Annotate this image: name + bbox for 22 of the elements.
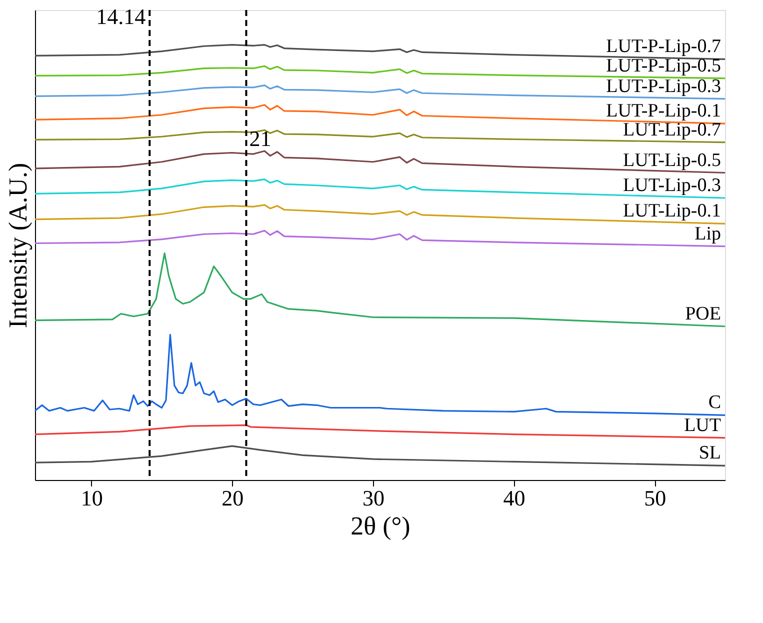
- x-tick-label: 10: [80, 486, 103, 510]
- x-tick-label: 40: [503, 486, 526, 510]
- x-tick-label: 50: [644, 486, 666, 510]
- ref-line-label: 14.14: [96, 4, 146, 29]
- y-axis-title: Intensity (A.U.): [4, 162, 32, 328]
- ref-line-label: 21: [249, 126, 272, 151]
- series-label: LUT-Lip-0.7: [623, 119, 721, 140]
- series-label: LUT-P-Lip-0.1: [606, 100, 721, 122]
- series-label: LUT-P-Lip-0.7: [606, 36, 721, 58]
- series-label: LUT-Lip-0.1: [623, 200, 721, 222]
- x-axis-title: 2θ (°): [350, 512, 410, 540]
- series-label: LUT-Lip-0.3: [623, 175, 721, 196]
- series-label: LUT-P-Lip-0.5: [606, 55, 721, 76]
- x-tick-label: 20: [222, 486, 244, 510]
- x-tick-label: 30: [362, 486, 384, 510]
- series-label: SL: [698, 442, 721, 464]
- series-label: Lip: [694, 223, 721, 244]
- series-label: POE: [685, 303, 721, 324]
- series-label: LUT-P-Lip-0.3: [606, 76, 721, 97]
- series-label: LUT-Lip-0.5: [623, 150, 721, 171]
- series-label: C: [708, 392, 721, 414]
- series-label: LUT: [684, 414, 722, 436]
